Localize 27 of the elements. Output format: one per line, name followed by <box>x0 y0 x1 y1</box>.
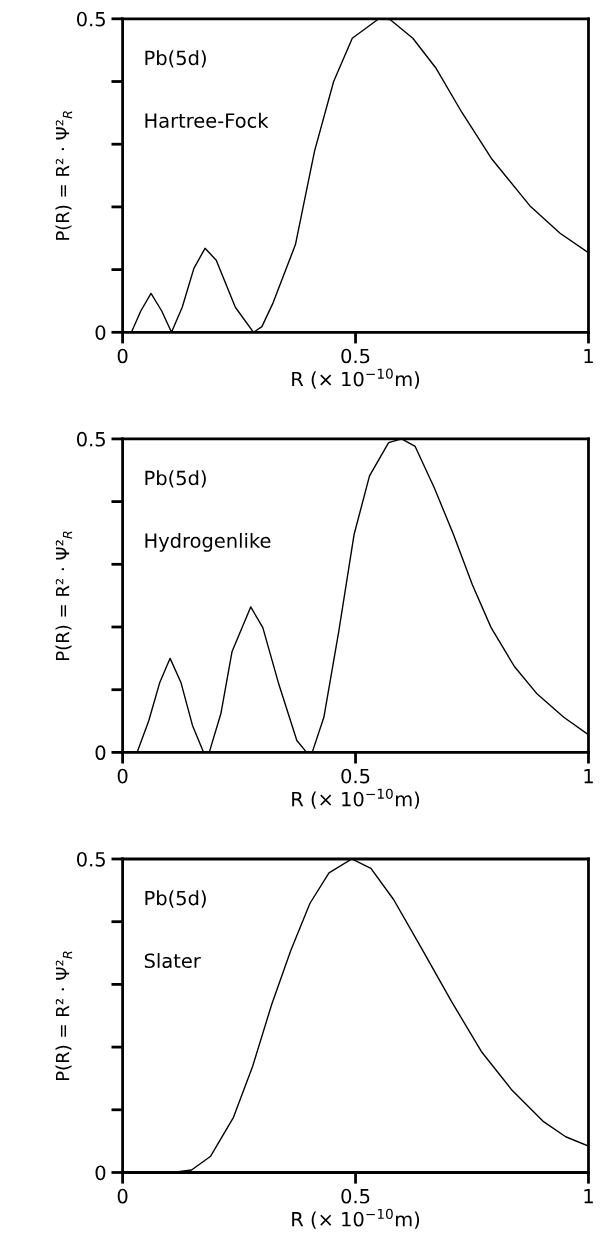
x-tick-label: 0.5 <box>341 1188 370 1204</box>
x-axis-title: R (× 10$^{−10}$m) <box>292 1208 420 1229</box>
annotation: Pb(5d) <box>145 890 206 908</box>
annotation: Hydrogenlike <box>145 532 271 552</box>
y-tick-label: 0.5 <box>76 431 105 447</box>
x-tick-label: 1 <box>584 1189 593 1204</box>
x-tick-label: 0 <box>117 1188 128 1204</box>
annotation: Pb(5d) <box>145 50 206 68</box>
x-tick-label: 0 <box>117 768 128 784</box>
x-axis-title: R (× 10$^{−10}$m) <box>292 368 420 389</box>
y-tick-label: 0 <box>95 325 106 340</box>
annotation: Hartree-Fock <box>145 112 269 128</box>
y-tick-label: 0 <box>95 745 106 761</box>
y-axis-title: P(R) = R² · Ψ²$_{R}$ <box>55 951 73 1081</box>
x-tick-label: 0.5 <box>341 348 370 364</box>
x-axis-title: R (× 10$^{−10}$m) <box>292 788 420 809</box>
x-tick-label: 0.5 <box>341 768 370 784</box>
x-tick-label: 1 <box>584 768 593 784</box>
x-tick-label: 1 <box>584 348 593 364</box>
y-tick-label: 0.5 <box>76 11 105 27</box>
y-tick-label: 0.5 <box>76 851 105 867</box>
y-tick-label: 0 <box>95 1165 106 1181</box>
y-axis-title: P(R) = R² · Ψ²$_{R}$ <box>55 531 73 660</box>
annotation: Pb(5d) <box>145 470 206 488</box>
annotation: Slater <box>144 953 201 969</box>
x-tick-label: 0 <box>117 348 128 364</box>
y-axis-title: P(R) = R² · Ψ²$_{R}$ <box>55 111 73 240</box>
